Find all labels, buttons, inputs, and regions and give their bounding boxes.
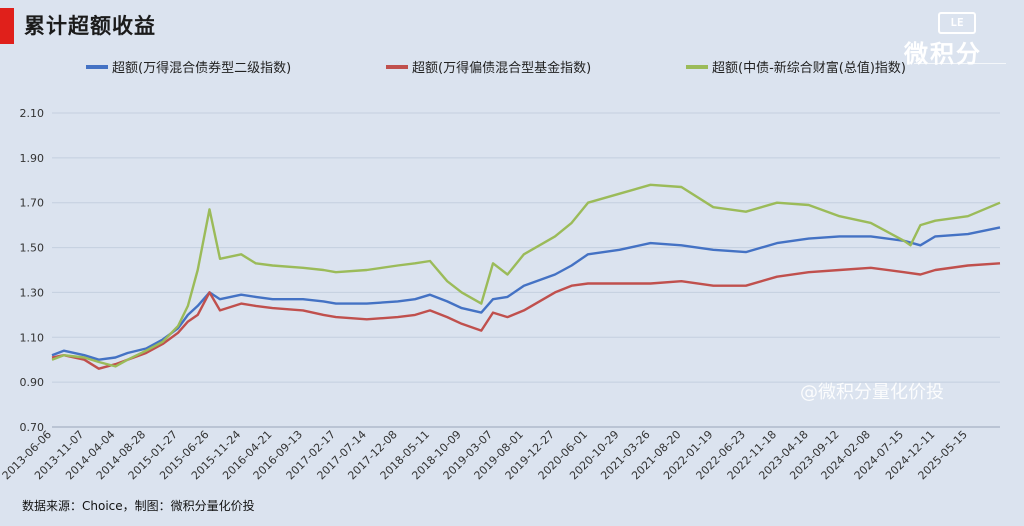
source-note: 数据来源：Choice，制图：微积分量化价投 bbox=[22, 499, 255, 513]
legend-label-series-2: 超额(万得偏债混合型基金指数) bbox=[412, 61, 592, 76]
y-tick-label: 1.50 bbox=[20, 242, 45, 255]
watermark: @微积分量化价投 bbox=[800, 382, 944, 403]
legend-swatch-series-2 bbox=[386, 64, 408, 69]
title-accent-bar bbox=[0, 8, 14, 44]
logo-underline bbox=[914, 63, 1006, 69]
y-tick-label: 1.30 bbox=[20, 286, 45, 299]
y-tick-label: 1.10 bbox=[20, 331, 45, 344]
legend-item-series-3: 超额(中债-新综合财富(总值)指数) bbox=[686, 57, 906, 76]
series-line-2 bbox=[51, 262, 1001, 370]
legend-label-series-3: 超额(中债-新综合财富(总值)指数) bbox=[712, 61, 906, 76]
y-tick-label: 2.10 bbox=[20, 107, 45, 120]
logo-badge: LE bbox=[938, 12, 976, 34]
y-tick-label: 1.90 bbox=[20, 152, 45, 165]
y-tick-label: 1.70 bbox=[20, 197, 45, 210]
legend-item-series-1: 超额(万得混合债券型二级指数) bbox=[86, 57, 291, 76]
y-tick-label: 0.90 bbox=[20, 376, 45, 389]
y-tick-label: 0.70 bbox=[20, 421, 45, 434]
legend-swatch-series-1 bbox=[86, 64, 108, 69]
legend-item-series-2: 超额(万得偏债混合型基金指数) bbox=[386, 57, 591, 76]
series-line-3 bbox=[51, 183, 1001, 368]
legend-swatch-series-3 bbox=[686, 64, 708, 69]
page-title: 累计超额收益 bbox=[24, 14, 156, 38]
legend-label-series-1: 超额(万得混合债券型二级指数) bbox=[112, 61, 292, 76]
